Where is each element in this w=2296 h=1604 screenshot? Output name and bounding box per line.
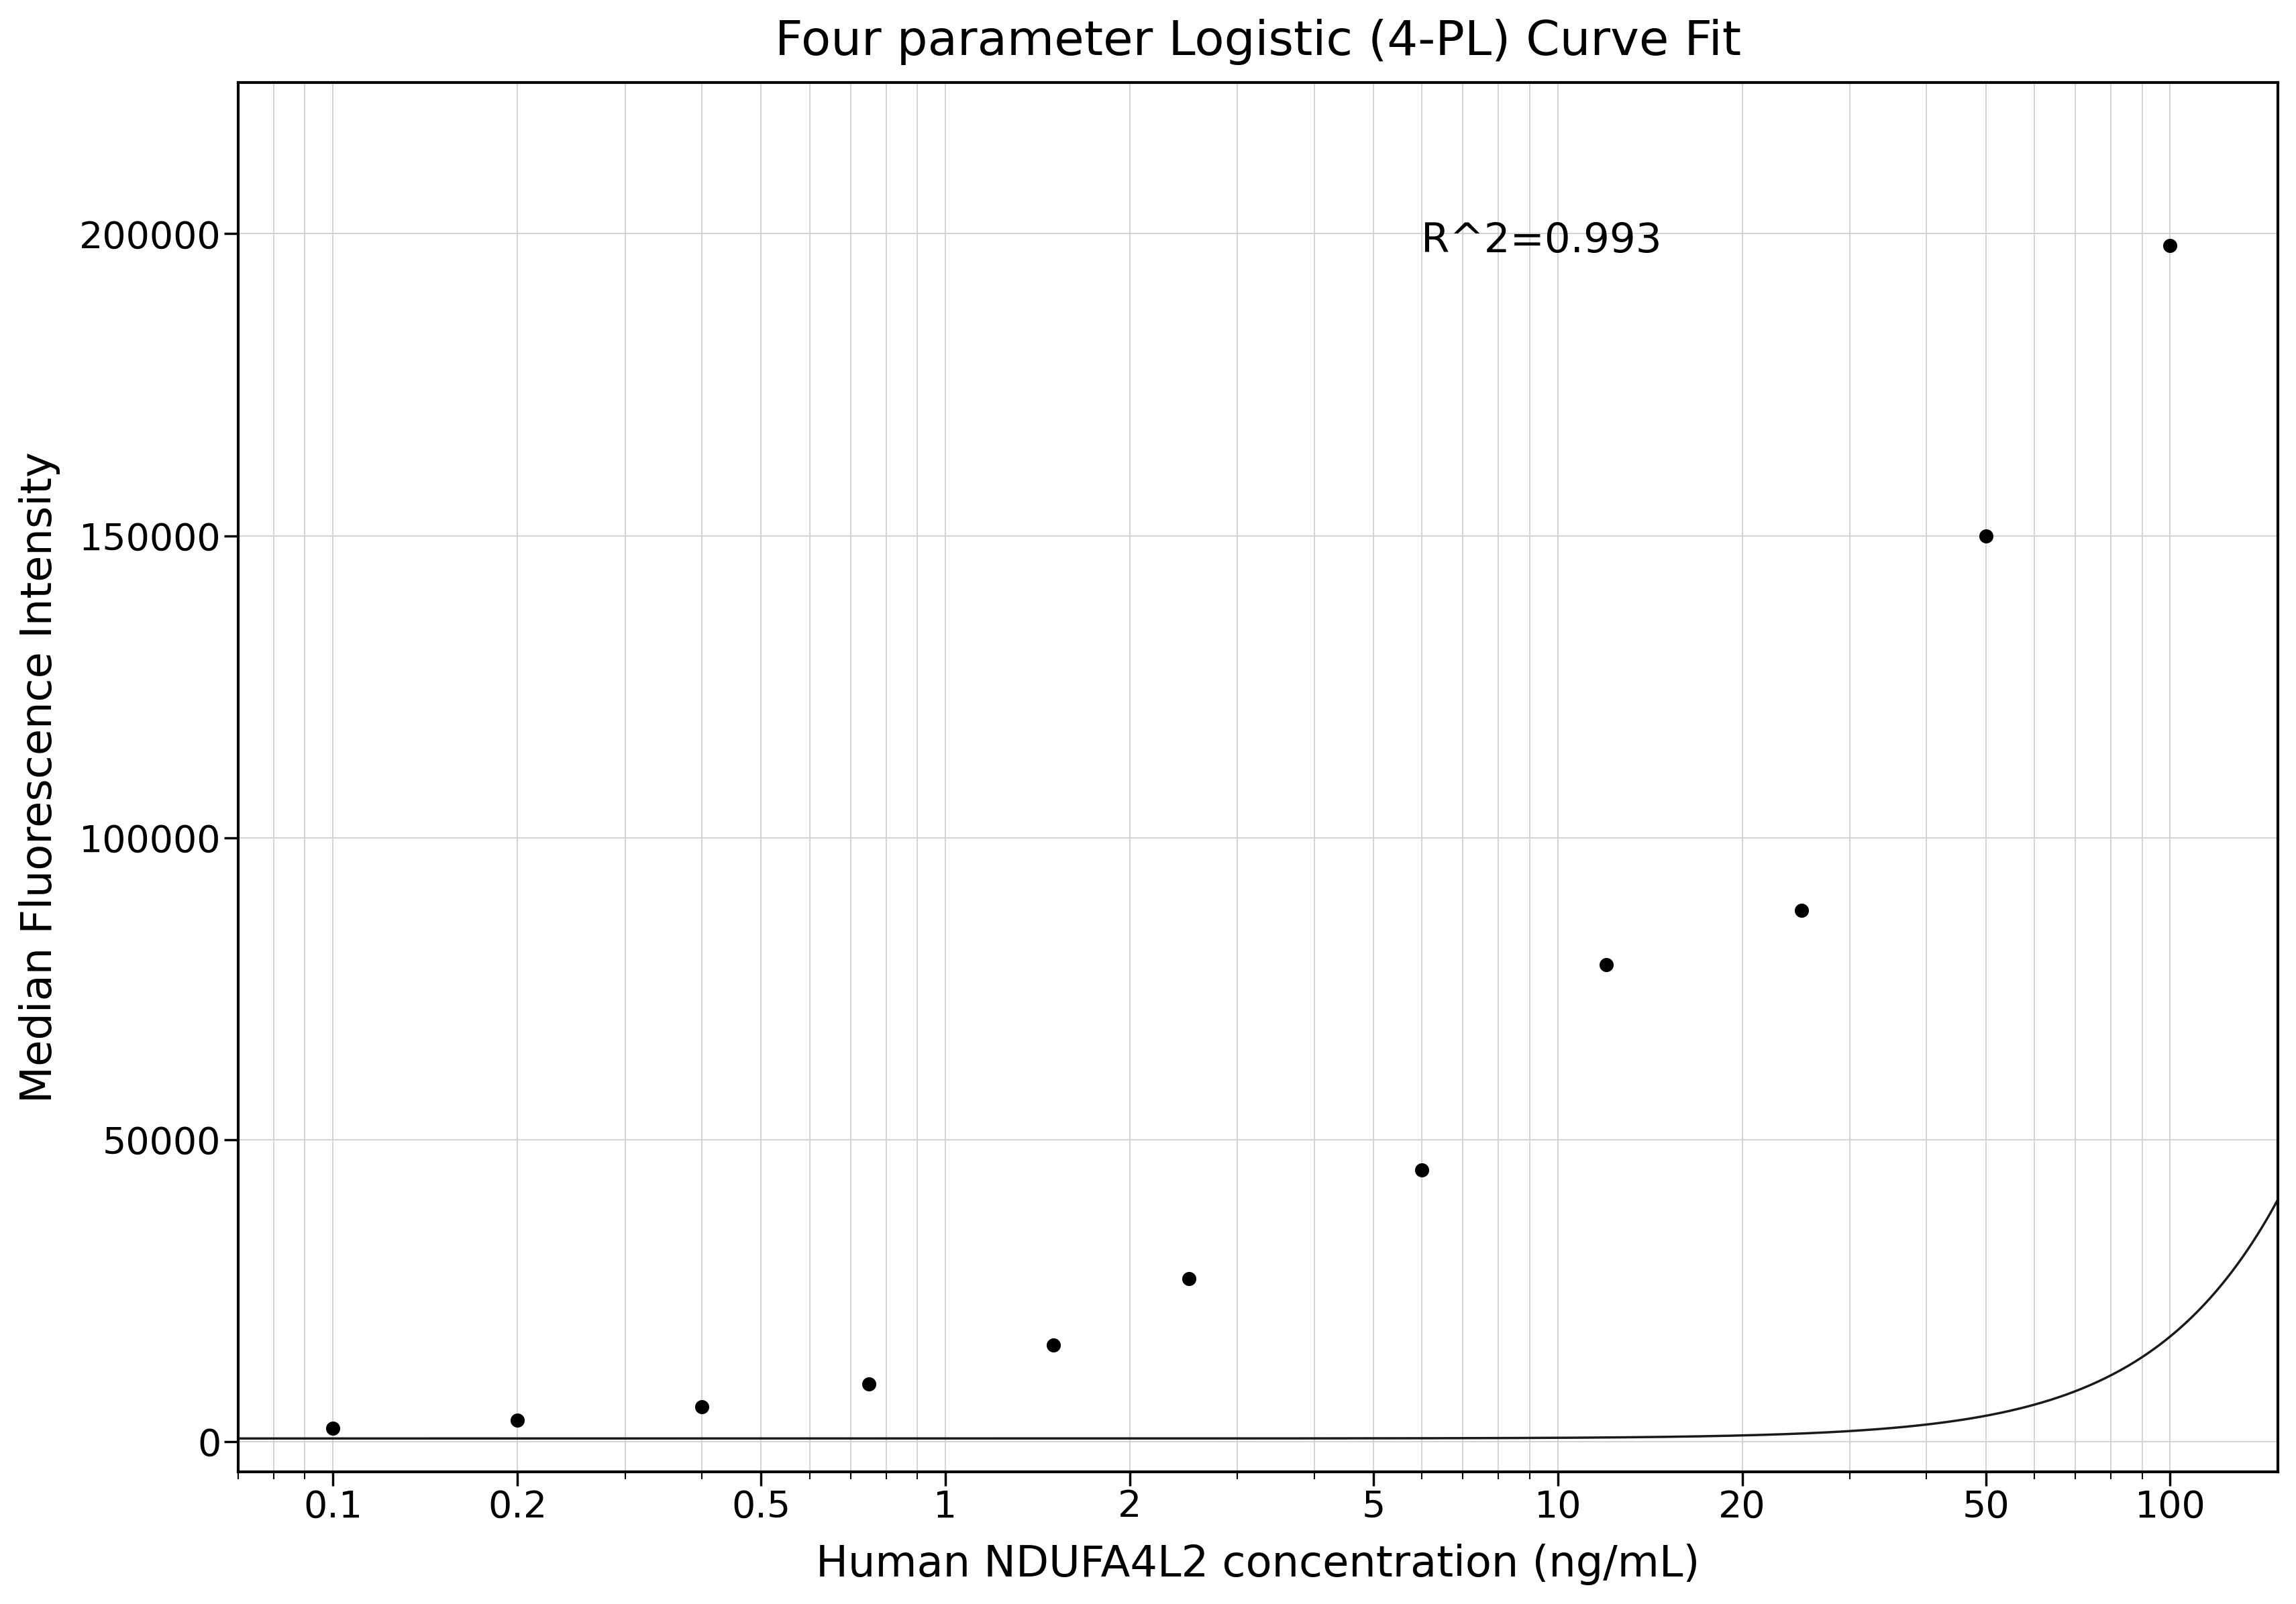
Text: R^2=0.993: R^2=0.993: [1421, 221, 1662, 261]
Title: Four parameter Logistic (4-PL) Curve Fit: Four parameter Logistic (4-PL) Curve Fit: [774, 19, 1740, 64]
Point: [315, 1415, 351, 1440]
Point: [2151, 233, 2188, 258]
Y-axis label: Median Fluorescence Intensity: Median Fluorescence Intensity: [18, 452, 60, 1104]
Point: [684, 1394, 721, 1420]
Point: [1035, 1331, 1072, 1357]
Point: [1403, 1156, 1440, 1182]
Point: [850, 1371, 886, 1397]
Point: [1782, 897, 1818, 922]
Point: [1968, 523, 2004, 549]
Point: [498, 1408, 535, 1434]
X-axis label: Human NDUFA4L2 concentration (ng/mL): Human NDUFA4L2 concentration (ng/mL): [815, 1543, 1699, 1585]
Point: [1171, 1266, 1208, 1291]
Point: [1587, 951, 1623, 977]
